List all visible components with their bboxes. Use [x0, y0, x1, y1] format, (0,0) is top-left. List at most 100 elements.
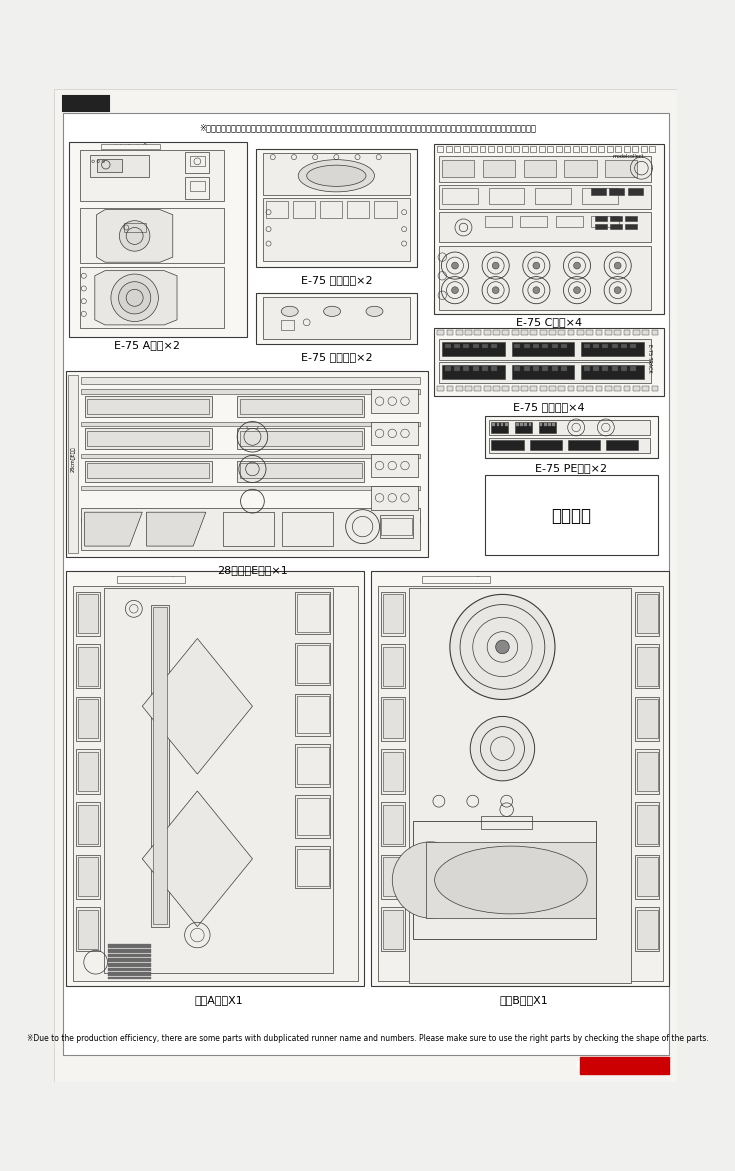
Bar [610, 224, 622, 230]
Bar [642, 330, 649, 335]
Bar [587, 330, 593, 335]
Bar [591, 189, 606, 196]
Bar [505, 146, 511, 152]
Bar [78, 646, 98, 686]
Bar [479, 146, 486, 152]
Bar [609, 189, 625, 196]
Bar [439, 246, 650, 309]
Bar [512, 364, 575, 379]
Bar [621, 343, 627, 348]
Bar [522, 146, 528, 152]
Bar [514, 769, 518, 775]
Bar [437, 386, 444, 391]
Bar [539, 146, 545, 152]
Bar [85, 460, 212, 481]
Circle shape [495, 641, 509, 653]
Bar [527, 746, 532, 751]
Bar [76, 591, 100, 636]
Bar [614, 386, 621, 391]
Bar [539, 423, 542, 426]
Bar [371, 486, 417, 509]
Polygon shape [143, 790, 252, 926]
Bar [69, 142, 248, 337]
Bar [595, 330, 603, 335]
Bar [296, 747, 329, 785]
Bar [474, 737, 479, 742]
Bar [561, 367, 567, 371]
Bar [487, 769, 492, 775]
Bar [434, 328, 664, 396]
Bar [612, 367, 617, 371]
Bar [584, 367, 589, 371]
Bar [533, 343, 539, 348]
Polygon shape [143, 638, 252, 774]
Bar [549, 386, 556, 391]
Bar [378, 586, 663, 981]
Bar [445, 146, 451, 152]
Bar [539, 330, 547, 335]
Bar [446, 386, 453, 391]
Bar [515, 423, 532, 432]
Bar [374, 201, 396, 218]
Bar [636, 697, 659, 741]
Bar [567, 330, 575, 335]
Circle shape [111, 274, 158, 322]
Bar [551, 343, 558, 348]
Bar [465, 386, 472, 391]
Bar [623, 146, 630, 152]
Circle shape [614, 287, 621, 294]
Bar [82, 486, 420, 491]
Bar [256, 149, 417, 267]
Bar [76, 749, 100, 794]
Bar [437, 146, 443, 152]
Bar [482, 343, 488, 348]
Bar [548, 146, 553, 152]
Text: 28cm砲E部品: 28cm砲E部品 [71, 447, 75, 472]
Bar [606, 440, 638, 451]
Bar [529, 440, 562, 451]
Text: modelcollect  ⑦: modelcollect ⑦ [126, 576, 176, 582]
Bar [293, 201, 315, 218]
Bar [76, 802, 100, 847]
Bar [564, 159, 597, 177]
Bar [78, 699, 98, 739]
Bar [493, 330, 500, 335]
Bar [78, 595, 98, 634]
Bar [262, 153, 410, 196]
Bar [381, 644, 405, 689]
Bar [605, 330, 612, 335]
Bar [559, 386, 565, 391]
Bar [487, 723, 492, 727]
Bar [526, 737, 531, 742]
Circle shape [450, 595, 555, 699]
Bar [553, 423, 555, 426]
Bar [637, 699, 658, 739]
Bar [525, 423, 527, 426]
Bar [465, 330, 472, 335]
Bar [523, 159, 556, 177]
Bar [381, 518, 412, 535]
Bar [471, 146, 477, 152]
Circle shape [118, 282, 151, 314]
Bar [625, 224, 637, 230]
Bar [439, 362, 650, 383]
Bar [633, 386, 639, 391]
Bar [295, 643, 331, 685]
Bar [632, 146, 638, 152]
Bar [628, 189, 643, 196]
Bar [185, 152, 209, 173]
Bar [637, 752, 658, 790]
Bar [78, 857, 98, 896]
Bar [445, 343, 451, 348]
Bar [612, 343, 617, 348]
Bar [636, 855, 659, 898]
Text: E-75 TRACK: E-75 TRACK [648, 343, 653, 372]
Text: modelcollect  ⑧: modelcollect ⑧ [431, 576, 481, 582]
Bar [439, 185, 650, 208]
Bar [87, 398, 209, 413]
Bar [381, 749, 405, 794]
Bar [78, 752, 98, 790]
Ellipse shape [298, 159, 374, 192]
Bar [637, 804, 658, 843]
Bar [76, 908, 100, 951]
